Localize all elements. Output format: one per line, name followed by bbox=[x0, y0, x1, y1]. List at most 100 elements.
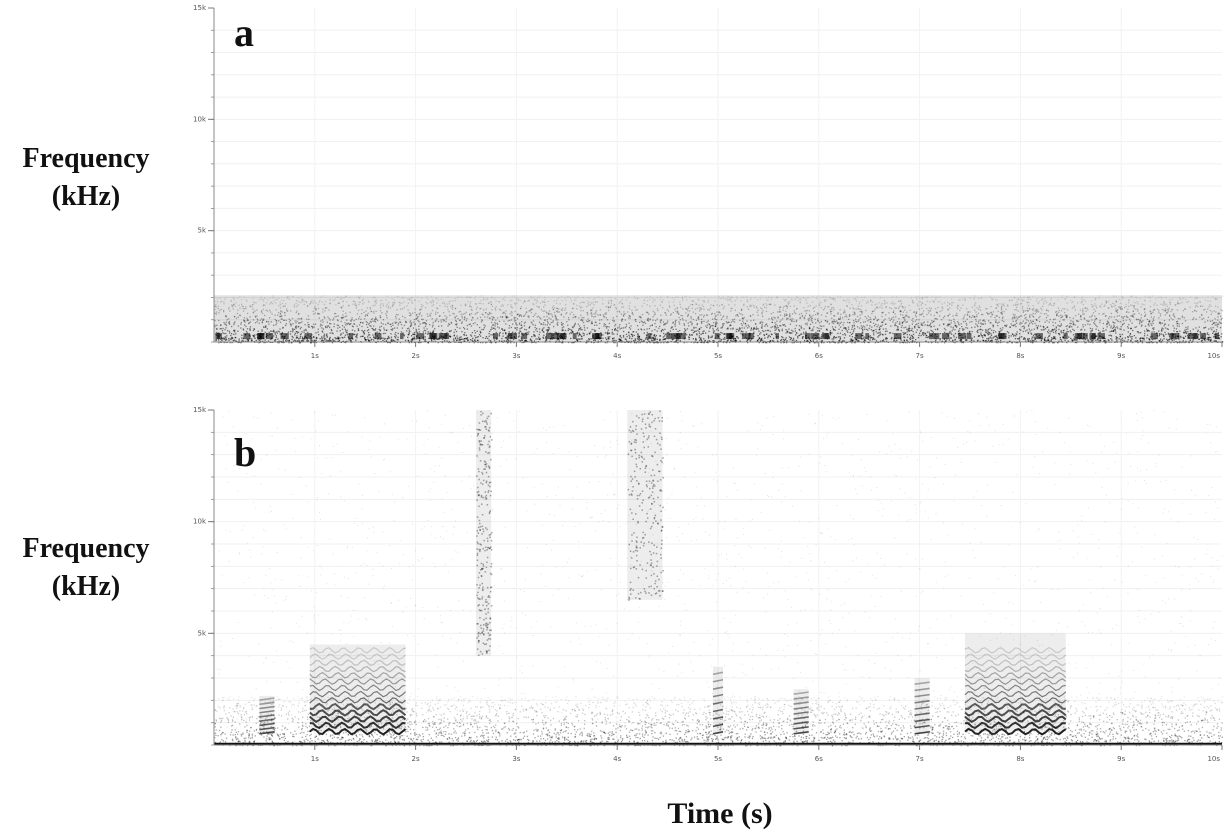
noise-dot bbox=[830, 303, 832, 306]
noise-dot bbox=[1133, 301, 1135, 303]
noise-dot bbox=[1032, 320, 1034, 323]
noise-dot bbox=[1094, 298, 1097, 300]
noise-dot bbox=[375, 302, 377, 305]
noise-dot bbox=[652, 301, 654, 303]
noise-dot bbox=[311, 299, 313, 301]
noise-dot bbox=[1061, 316, 1063, 318]
noise-dot bbox=[562, 323, 564, 325]
noise-dot bbox=[491, 305, 494, 307]
noise-dot bbox=[870, 321, 872, 323]
noise-dot bbox=[1105, 302, 1107, 305]
noise-dot bbox=[450, 300, 452, 302]
noise-dot bbox=[638, 315, 640, 318]
noise-dot bbox=[861, 328, 864, 331]
noise-dot bbox=[591, 322, 593, 325]
noise-dot bbox=[251, 306, 253, 308]
noise-dot bbox=[1065, 296, 1068, 298]
noise-dot bbox=[809, 323, 812, 325]
noise-dot bbox=[683, 341, 685, 344]
noise-dot bbox=[1111, 316, 1113, 318]
noise-dot bbox=[1182, 298, 1184, 300]
noise-dot bbox=[920, 313, 922, 316]
noise-dot bbox=[1008, 337, 1010, 339]
noise-dot bbox=[266, 328, 268, 330]
noise-dot bbox=[1093, 322, 1095, 324]
noise-dot bbox=[873, 310, 875, 312]
noise-dot bbox=[246, 319, 248, 322]
noise-dot bbox=[850, 339, 852, 341]
noise-dot bbox=[816, 340, 818, 342]
noise-dot bbox=[342, 300, 344, 303]
noise-dot bbox=[990, 297, 993, 300]
noise-dot bbox=[263, 326, 265, 328]
noise-dot bbox=[287, 331, 290, 333]
noise-dot bbox=[1060, 310, 1063, 312]
noise-dot bbox=[685, 308, 687, 310]
noise-dot bbox=[214, 325, 216, 328]
noise-dot bbox=[910, 334, 913, 337]
noise-dot bbox=[627, 296, 630, 298]
noise-dot bbox=[547, 330, 549, 332]
noise-dot bbox=[653, 333, 656, 336]
noise-dot bbox=[1042, 329, 1044, 331]
noise-dot bbox=[831, 306, 833, 309]
noise-dot bbox=[754, 328, 756, 330]
noise-dot bbox=[868, 318, 870, 321]
noise-dot bbox=[1199, 316, 1201, 318]
noise-dot bbox=[638, 338, 641, 340]
noise-dot bbox=[1017, 310, 1019, 312]
noise-dot bbox=[652, 319, 654, 321]
noise-dot bbox=[1028, 328, 1030, 330]
noise-dot bbox=[237, 309, 239, 311]
noise-dot bbox=[586, 327, 589, 329]
noise-dot bbox=[971, 339, 973, 342]
noise-dot bbox=[911, 300, 914, 302]
noise-dot bbox=[1021, 307, 1024, 309]
noise-dot bbox=[1061, 315, 1064, 317]
noise-dot bbox=[883, 300, 886, 302]
noise-dot bbox=[1041, 298, 1043, 300]
noise-dot bbox=[218, 341, 220, 344]
noise-dot bbox=[841, 317, 844, 319]
noise-dot bbox=[926, 296, 929, 298]
noise-dot bbox=[888, 312, 890, 314]
noise-dot bbox=[912, 333, 915, 336]
noise-dot bbox=[643, 299, 645, 301]
noise-dot bbox=[1015, 303, 1017, 305]
noise-dot bbox=[360, 321, 362, 324]
noise-dot bbox=[765, 329, 767, 332]
noise-dot bbox=[1101, 303, 1103, 305]
noise-dot bbox=[582, 332, 584, 334]
noise-dot bbox=[379, 326, 381, 328]
noise-dot bbox=[856, 296, 859, 298]
noise-dot bbox=[303, 336, 306, 339]
noise-dot bbox=[920, 304, 922, 306]
noise-dot bbox=[814, 318, 816, 320]
noise-dot bbox=[991, 298, 993, 301]
noise-dot bbox=[369, 324, 371, 327]
noise-dot bbox=[1130, 336, 1132, 338]
noise-dot bbox=[1066, 315, 1068, 318]
noise-dot bbox=[649, 319, 651, 321]
noise-dot bbox=[1174, 304, 1177, 306]
noise-dot bbox=[590, 331, 592, 333]
noise-dot bbox=[243, 320, 245, 322]
noise-dot bbox=[216, 324, 218, 327]
noise-dot bbox=[1200, 340, 1203, 342]
noise-dot bbox=[1148, 320, 1151, 323]
noise-dot bbox=[599, 309, 601, 311]
noise-dot bbox=[919, 314, 921, 316]
noise-dot bbox=[273, 335, 275, 337]
noise-dot bbox=[1071, 339, 1073, 341]
noise-dot bbox=[1084, 338, 1087, 341]
noise-dot bbox=[403, 297, 405, 299]
noise-dot bbox=[569, 313, 571, 315]
noise-dot bbox=[653, 339, 655, 342]
noise-dot bbox=[482, 337, 484, 339]
noise-dot bbox=[281, 331, 284, 334]
noise-dot bbox=[282, 326, 284, 329]
noise-dot bbox=[912, 301, 915, 304]
noise-dot bbox=[342, 332, 344, 334]
noise-dot bbox=[789, 323, 792, 325]
